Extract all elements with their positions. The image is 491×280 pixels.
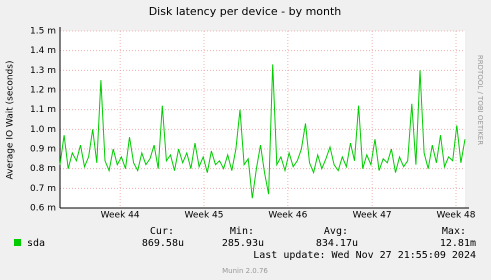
footer: Munin 2.0.76: [222, 267, 268, 275]
x-tick-label: Week 47: [353, 211, 392, 221]
stat-header: Min:: [230, 226, 254, 237]
y-tick-label: 0.6 m: [30, 204, 56, 214]
y-tick-label: 1.0 m: [30, 125, 56, 135]
chart-title: Disk latency per device - by month: [149, 5, 342, 18]
y-tick-label: 1.3 m: [30, 66, 56, 76]
y-axis-label: Average IO Wait (seconds): [6, 61, 16, 180]
x-tick-label: Week 45: [185, 211, 224, 221]
stat-header: Max:: [442, 226, 466, 237]
x-tick-label: Week 44: [101, 211, 140, 221]
stat-value: 285.93u: [222, 238, 264, 249]
stat-value: 834.17u: [316, 238, 358, 249]
y-tick-label: 1.4 m: [30, 46, 56, 56]
stat-header: Cur:: [150, 226, 174, 237]
x-tick-label: Week 48: [437, 211, 476, 221]
y-tick-label: 0.9 m: [30, 145, 56, 155]
legend-swatch: [14, 239, 21, 246]
plot-area: [60, 31, 465, 208]
data-line: [59, 64, 466, 199]
y-tick-label: 0.8 m: [30, 164, 56, 174]
last-update: Last update: Wed Nov 27 21:55:09 2024: [253, 250, 476, 261]
y-tick-label: 1.1 m: [30, 105, 56, 115]
stat-value: 12.81m: [440, 238, 476, 249]
y-tick-label: 1.5 m: [30, 27, 56, 37]
x-tick-label: Week 46: [268, 211, 307, 221]
y-tick-label: 0.7 m: [30, 184, 56, 194]
y-tick-label: 1.2 m: [30, 86, 56, 96]
legend-label: sda: [27, 238, 45, 249]
watermark: RRDTOOL / TOBI OETIKER: [476, 55, 484, 145]
stat-value: 869.58u: [142, 238, 184, 249]
stat-header: Avg:: [324, 226, 348, 237]
